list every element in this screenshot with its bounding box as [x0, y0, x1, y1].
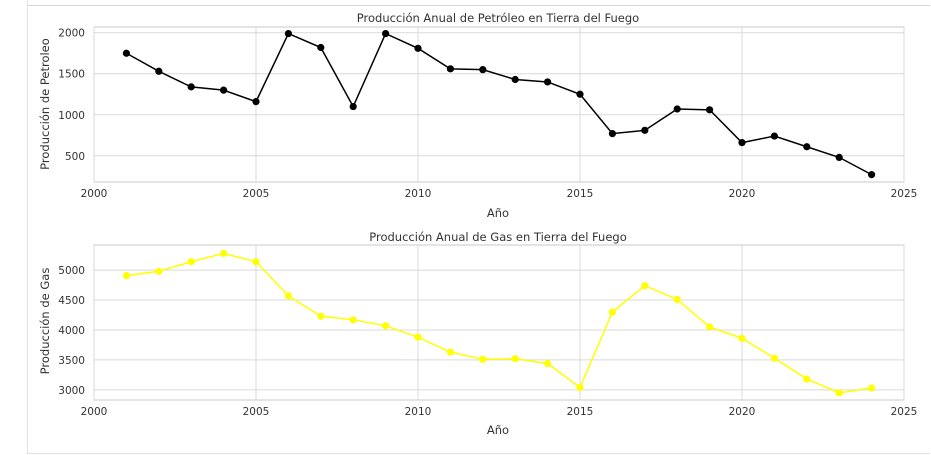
gas-data-point [122, 271, 130, 280]
gas-series-line [126, 252, 872, 394]
gas-gridlines [93, 245, 905, 400]
oil-data-point [479, 66, 487, 74]
oil-data-point [284, 29, 292, 38]
oil-data-point [738, 139, 746, 147]
gas-data-point [868, 384, 876, 392]
gas-production-chart: Producción Anual de Gas en Tierra del Fu… [38, 230, 917, 437]
gas-data-point [382, 322, 390, 330]
oil-x-tick-label: 2020 [729, 188, 756, 200]
oil-series-line [126, 32, 872, 176]
gas-x-tick-label: 2005 [243, 406, 270, 418]
gas-y-ticks: 3000 3500 4000 4500 5000 [58, 265, 85, 397]
oil-x-tick-label: 2010 [405, 188, 432, 200]
oil-data-point [446, 65, 454, 73]
oil-data-point [868, 171, 876, 179]
oil-y-tick-label: 1000 [58, 110, 85, 122]
gas-data-point [835, 389, 843, 397]
oil-gridlines [93, 27, 905, 182]
gas-data-point [284, 292, 292, 300]
oil-x-tick-label: 2000 [81, 188, 108, 200]
gas-data-point [317, 312, 325, 320]
gas-data-point [479, 355, 487, 363]
gas-data-point [673, 295, 681, 304]
oil-data-point [187, 83, 195, 91]
oil-data-point [511, 75, 519, 84]
oil-y-axis-label: Producción de Petroleo [38, 38, 52, 170]
oil-data-point [220, 86, 228, 94]
oil-data-point [706, 106, 714, 114]
oil-y-tick-label: 2000 [58, 28, 85, 40]
gas-data-point [349, 316, 357, 324]
oil-plot-area [93, 26, 905, 183]
oil-data-point [608, 130, 617, 138]
oil-data-point [252, 98, 260, 106]
oil-data-point [803, 143, 811, 151]
gas-y-tick-label: 4000 [58, 325, 85, 337]
oil-data-point [770, 132, 779, 140]
gas-x-tick-label: 2025 [891, 406, 918, 418]
oil-data-point [317, 43, 325, 52]
oil-markers [122, 29, 876, 179]
oil-data-point [122, 49, 130, 57]
gas-data-point [414, 333, 422, 341]
gas-x-tick-label: 2000 [81, 406, 108, 418]
oil-y-tick-label: 1500 [58, 69, 85, 81]
oil-data-point [673, 105, 681, 113]
gas-data-point [608, 308, 617, 316]
gas-data-point [446, 348, 454, 356]
oil-y-tick-label: 500 [65, 151, 85, 163]
gas-data-point [511, 355, 519, 363]
gas-data-point [706, 323, 714, 331]
gas-x-ticks: 2000 2005 2010 2015 2020 2025 [81, 406, 918, 418]
oil-x-ticks: 2000 2005 2010 2015 2020 2025 [81, 188, 918, 200]
oil-data-point [641, 126, 649, 134]
gas-data-point [576, 383, 584, 392]
gas-x-tick-label: 2015 [567, 406, 594, 418]
gas-x-tick-label: 2010 [405, 406, 432, 418]
oil-x-tick-label: 2005 [243, 188, 270, 200]
oil-x-tick-label: 2015 [567, 188, 594, 200]
oil-data-point [155, 67, 163, 75]
gas-data-point [220, 249, 228, 257]
oil-data-point [349, 102, 357, 111]
oil-chart-title: Producción Anual de Petróleo en Tierra d… [357, 11, 639, 25]
oil-data-point [382, 29, 390, 38]
oil-data-point [544, 78, 552, 86]
figure-frame [27, 0, 930, 454]
gas-data-point [738, 334, 746, 342]
gas-y-tick-label: 3000 [58, 385, 85, 397]
gas-plot-area [93, 244, 905, 401]
oil-x-tick-label: 2025 [891, 188, 918, 200]
oil-data-point [835, 153, 843, 161]
gas-data-point [187, 258, 195, 266]
gas-chart-title: Producción Anual de Gas en Tierra del Fu… [369, 230, 626, 244]
gas-y-tick-label: 3500 [58, 355, 85, 367]
gas-y-tick-label: 5000 [58, 265, 85, 277]
gas-data-point [803, 375, 811, 383]
gas-markers [122, 249, 876, 397]
gas-data-point [544, 359, 552, 368]
gas-y-axis-label: Producción de Gas [38, 268, 52, 375]
gas-x-axis-label: Año [487, 423, 509, 437]
oil-data-point [414, 44, 422, 52]
gas-data-point [770, 354, 779, 362]
gas-data-point [252, 258, 260, 266]
oil-production-chart: Producción Anual de Petróleo en Tierra d… [38, 11, 917, 220]
gas-x-tick-label: 2020 [729, 406, 756, 418]
oil-data-point [576, 90, 584, 98]
oil-y-ticks: 500 1000 1500 2000 [58, 28, 85, 163]
oil-x-axis-label: Año [487, 206, 509, 220]
gas-data-point [155, 267, 163, 275]
gas-data-point [641, 282, 649, 290]
gas-y-tick-label: 4500 [58, 295, 85, 307]
